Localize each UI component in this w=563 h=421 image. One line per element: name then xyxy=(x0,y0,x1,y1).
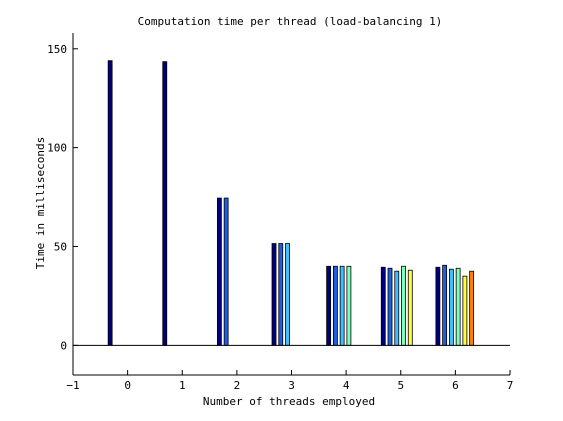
x-axis-label: Number of threads employed xyxy=(203,395,375,408)
x-tick-label: 2 xyxy=(234,379,241,392)
y-axis-label: Time in milliseconds xyxy=(34,137,47,269)
bar-threads-4-thread-2 xyxy=(332,265,338,346)
x-tick-label: 4 xyxy=(343,379,350,392)
x-tick-label: 6 xyxy=(452,379,459,392)
axes: −1 0 1 2 3 4 5 6 7 0 50 100 150 xyxy=(47,33,513,392)
x-tick-label: 3 xyxy=(288,379,295,392)
x-tick-label: 1 xyxy=(179,379,186,392)
bar-threads-5-thread-5 xyxy=(407,269,413,346)
x-tick-label: 0 xyxy=(124,379,131,392)
bar-threads-5-thread-1 xyxy=(380,266,386,346)
bar-threads-6-thread-1 xyxy=(435,266,441,346)
x-tick-label: 5 xyxy=(397,379,404,392)
bar-threads-2-thread-2 xyxy=(223,197,229,346)
bar-threads-4-thread-1 xyxy=(326,265,332,346)
y-tick-label: 150 xyxy=(47,43,67,56)
bar-threads-6-thread-4 xyxy=(455,267,461,346)
bar-threads-6-thread-5 xyxy=(462,275,468,346)
bars-layer xyxy=(107,60,475,346)
bar-threads-5-thread-2 xyxy=(387,267,393,346)
y-tick-label: 100 xyxy=(47,142,67,155)
bar-threads-0-thread-1 xyxy=(107,60,113,346)
bar-threads-2-thread-1 xyxy=(216,197,222,346)
x-tick-label: −1 xyxy=(66,379,79,392)
bar-threads-6-thread-6 xyxy=(469,270,475,346)
bar-threads-3-thread-2 xyxy=(278,243,284,346)
y-tick-label: 0 xyxy=(60,339,67,352)
bar-threads-1-thread-1 xyxy=(162,61,168,346)
bar-threads-3-thread-3 xyxy=(285,243,290,346)
bar-threads-5-thread-4 xyxy=(401,265,406,346)
chart-title: Computation time per thread (load-balanc… xyxy=(138,15,443,28)
bar-threads-4-thread-4 xyxy=(346,265,352,346)
bar-threads-3-thread-1 xyxy=(271,243,277,346)
bar-threads-6-thread-3 xyxy=(448,268,454,346)
bar-threads-6-thread-2 xyxy=(442,264,448,346)
y-tick-label: 50 xyxy=(54,241,67,254)
bar-threads-4-thread-3 xyxy=(339,265,345,346)
bar-threads-5-thread-3 xyxy=(394,270,400,346)
x-tick-label: 7 xyxy=(507,379,514,392)
